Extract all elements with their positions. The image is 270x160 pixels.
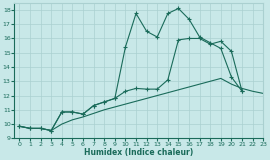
X-axis label: Humidex (Indice chaleur): Humidex (Indice chaleur) bbox=[84, 148, 193, 157]
